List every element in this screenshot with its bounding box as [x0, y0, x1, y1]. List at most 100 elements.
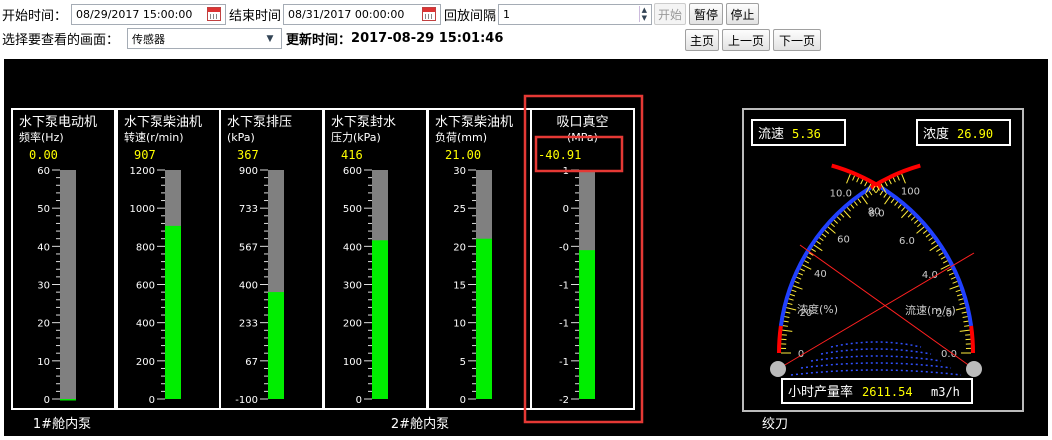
gauge-tick-label: 10 [453, 319, 466, 330]
flow-scale-label: 10.0 [830, 189, 852, 200]
gauge-tick-label: 600 [343, 166, 362, 177]
gauge-tick-label: 20 [453, 242, 466, 253]
flow-tick [931, 241, 935, 244]
gauge-bar-fill-1 [60, 399, 76, 401]
flow-tick [917, 227, 925, 234]
gauge-tick-label: 733 [239, 204, 258, 215]
gauge-tick-label: -2 [559, 395, 569, 406]
prev-page-button[interactable]: 上一页 [722, 29, 770, 51]
calendar-icon[interactable] [207, 7, 221, 21]
density-tick [831, 223, 835, 226]
gauge-tick-label: 67 [245, 357, 258, 368]
flow-tick [963, 317, 968, 318]
flow-tick [930, 245, 938, 251]
flow-tick [847, 174, 851, 183]
density-tick [784, 321, 789, 322]
density-tick [834, 220, 838, 223]
view-select[interactable]: 传感器 ▼ [127, 28, 282, 49]
bar-gauges: 水下泵电动机频率(Hz)0.006050403020100水下泵柴油机转速(r/… [12, 96, 642, 422]
production-value: 2611.54 [862, 385, 913, 399]
density-tick [814, 245, 822, 251]
toolbar-row-1: 开始时间： 08/29/2017 15:00:00 结束时间 08/31/201… [2, 3, 759, 25]
density-scale-label: 40 [814, 269, 827, 280]
stepper-arrows-icon[interactable]: ▲▼ [639, 6, 647, 22]
flow-tick [956, 308, 966, 310]
gauge-tick-label: 20 [37, 319, 50, 330]
update-time-value: 2017-08-29 15:01:46 [351, 31, 503, 46]
gauge-tick-label: -100 [235, 395, 258, 406]
density-tick [800, 269, 805, 271]
gauge-tick-label: 233 [239, 319, 258, 330]
toolbar-row-2: 选择要查看的画面： 传感器 ▼ 更新时间： 2017-08-29 15:01:4… [2, 28, 503, 49]
gauge-title-3: 水下泵排压 [227, 115, 292, 130]
start-time-input[interactable]: 08/29/2017 15:00:00 [71, 4, 226, 25]
flow-scale-red-high [832, 166, 882, 188]
view-select-value: 传感器 [132, 31, 165, 47]
end-time-input[interactable]: 08/31/2017 00:00:00 [283, 4, 441, 25]
update-time-label: 更新时间： [286, 29, 351, 48]
gauge-tick-label: 15 [453, 281, 466, 292]
density-tick [786, 308, 796, 310]
flow-tick [884, 193, 887, 197]
flow-scale-red-low [971, 326, 973, 353]
flow-tick [939, 253, 943, 256]
flow-scale-label: 8.0 [869, 208, 885, 219]
flow-wave [801, 363, 951, 368]
gauge-tick-label: 0 [563, 204, 569, 215]
flow-wave [811, 356, 941, 361]
density-tick [869, 191, 872, 195]
density-tick [837, 217, 841, 221]
gauge-tick-label: 0 [44, 395, 50, 406]
flow-tick [914, 220, 918, 223]
density-tick [807, 257, 811, 259]
calendar-icon[interactable] [422, 7, 436, 21]
flow-tick [936, 249, 940, 252]
section-label-left: 1#舱内泵 [33, 416, 91, 432]
flow-tick [960, 330, 970, 331]
gauge-tick-label: 200 [343, 319, 362, 330]
density-tick [825, 230, 829, 233]
flow-tick [956, 290, 961, 292]
flow-wave [791, 370, 961, 375]
stop-button[interactable]: 停止 [726, 3, 759, 25]
gauge-unit-4: 压力(kPa) [331, 131, 381, 144]
density-tick [797, 277, 802, 279]
flow-tick [958, 299, 963, 300]
gauge-tick-label: 400 [239, 281, 258, 292]
gauge-tick-label: -1 [559, 281, 569, 292]
start-button[interactable]: 开始 [654, 3, 686, 25]
density-tick [822, 234, 826, 237]
density-tick [782, 330, 792, 331]
gauge-tick-label: 0 [356, 395, 362, 406]
flow-tick [950, 286, 959, 289]
gauge-title-4: 水下泵封水 [331, 115, 396, 130]
density-tick [792, 290, 797, 292]
gauge-tick-label: -1 [559, 319, 569, 330]
gauge-bar-fill-5 [476, 239, 492, 399]
density-caption: 浓度(%) [797, 302, 838, 316]
density-scale-red-low [779, 326, 781, 353]
production-unit: m3/h [931, 385, 960, 399]
pause-button[interactable]: 暂停 [689, 3, 723, 25]
home-button[interactable]: 主页 [685, 29, 719, 51]
interval-label: 回放间隔 [444, 5, 496, 24]
gauge-value-3: 367 [237, 148, 259, 162]
next-page-button[interactable]: 下一页 [773, 29, 821, 51]
chevron-down-icon[interactable]: ▼ [263, 32, 277, 46]
flow-tick [960, 303, 965, 304]
flow-tick [957, 294, 962, 296]
gauge-tick-label: 60 [37, 166, 50, 177]
density-tick [788, 303, 793, 304]
gauge-value-6: -40.91 [538, 148, 581, 162]
density-tick [811, 249, 815, 252]
density-tick [865, 193, 868, 197]
gauge-unit-3: (kPa) [227, 131, 255, 144]
interval-stepper[interactable]: 1 ▲▼ [498, 4, 652, 25]
flow-tick [949, 273, 954, 275]
flow-tick [857, 178, 859, 183]
gauge-value-5: 21.00 [445, 148, 481, 162]
gauge-tick-label: 0 [460, 395, 466, 406]
gauge-value-4: 416 [341, 148, 363, 162]
gauge-tick-label: 500 [343, 204, 362, 215]
